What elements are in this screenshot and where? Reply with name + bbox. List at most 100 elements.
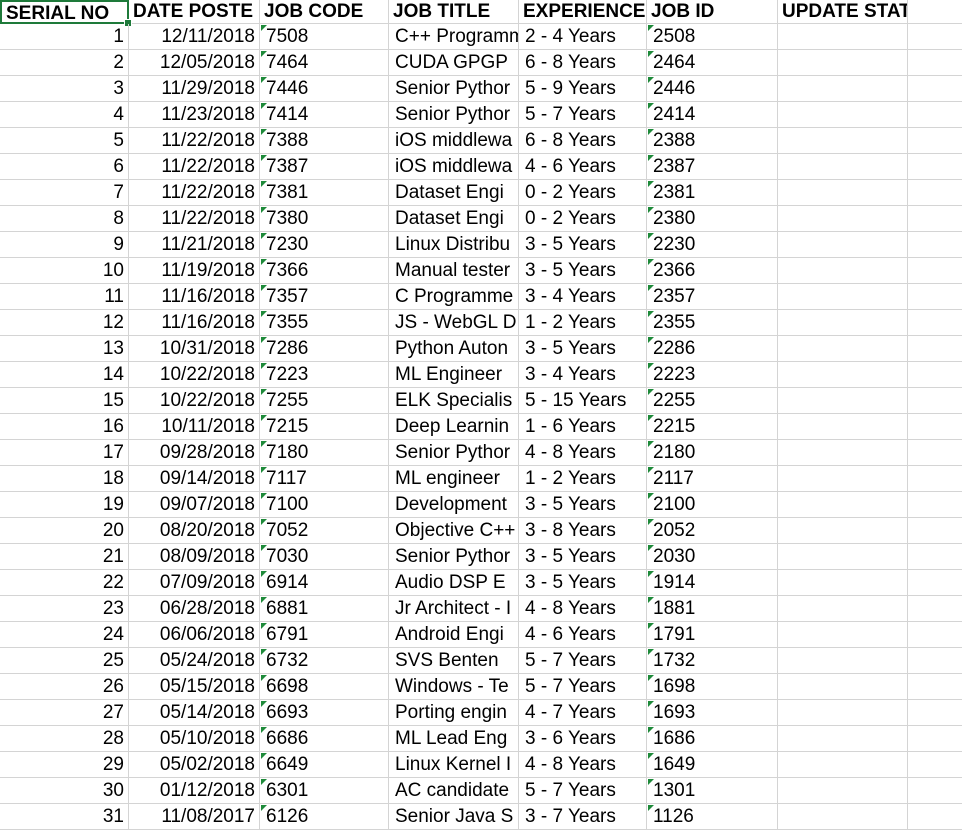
cell-job-code[interactable]: 7355: [260, 310, 389, 336]
cell-serial-no[interactable]: 5: [0, 128, 129, 154]
cell-date-posted[interactable]: 11/19/2018: [129, 258, 260, 284]
cell-job-id[interactable]: 2230: [647, 232, 778, 258]
cell-job-code[interactable]: 7230: [260, 232, 389, 258]
cell-update-status[interactable]: [778, 154, 908, 180]
cell-job-code[interactable]: 7388: [260, 128, 389, 154]
cell-job-code[interactable]: 6686: [260, 726, 389, 752]
cell-job-id[interactable]: 1301: [647, 778, 778, 804]
cell-serial-no[interactable]: 13: [0, 336, 129, 362]
empty-cell[interactable]: [908, 258, 962, 284]
cell-experience[interactable]: 6 - 8 Years: [519, 128, 647, 154]
cell-job-title[interactable]: Senior Java S: [389, 804, 519, 830]
cell-serial-no[interactable]: 2: [0, 50, 129, 76]
empty-cell[interactable]: [908, 622, 962, 648]
empty-cell[interactable]: [908, 232, 962, 258]
cell-job-title[interactable]: Dataset Engi: [389, 180, 519, 206]
cell-serial-no[interactable]: 24: [0, 622, 129, 648]
cell-job-id[interactable]: 2366: [647, 258, 778, 284]
cell-job-title[interactable]: Deep Learnin: [389, 414, 519, 440]
empty-cell[interactable]: [908, 414, 962, 440]
cell-job-code[interactable]: 6881: [260, 596, 389, 622]
cell-job-id[interactable]: 2388: [647, 128, 778, 154]
cell-job-code[interactable]: 6649: [260, 752, 389, 778]
cell-job-title[interactable]: iOS middlewa: [389, 154, 519, 180]
cell-update-status[interactable]: [778, 362, 908, 388]
empty-cell[interactable]: [908, 336, 962, 362]
cell-job-title[interactable]: Senior Pythor: [389, 544, 519, 570]
cell-update-status[interactable]: [778, 778, 908, 804]
cell-serial-no[interactable]: 29: [0, 752, 129, 778]
cell-update-status[interactable]: [778, 76, 908, 102]
cell-update-status[interactable]: [778, 726, 908, 752]
cell-update-status[interactable]: [778, 24, 908, 50]
cell-serial-no[interactable]: 16: [0, 414, 129, 440]
cell-date-posted[interactable]: 08/20/2018: [129, 518, 260, 544]
cell-job-code[interactable]: 7414: [260, 102, 389, 128]
cell-job-title[interactable]: CUDA GPGP: [389, 50, 519, 76]
cell-update-status[interactable]: [778, 752, 908, 778]
cell-update-status[interactable]: [778, 596, 908, 622]
cell-serial-no[interactable]: 10: [0, 258, 129, 284]
cell-date-posted[interactable]: 08/09/2018: [129, 544, 260, 570]
cell-job-title[interactable]: AC candidate: [389, 778, 519, 804]
cell-serial-no[interactable]: 19: [0, 492, 129, 518]
cell-experience[interactable]: 3 - 5 Years: [519, 544, 647, 570]
cell-serial-no[interactable]: 9: [0, 232, 129, 258]
cell-job-title[interactable]: Jr Architect - I: [389, 596, 519, 622]
cell-job-code[interactable]: 7464: [260, 50, 389, 76]
empty-cell[interactable]: [908, 388, 962, 414]
cell-job-title[interactable]: Development: [389, 492, 519, 518]
cell-job-id[interactable]: 2100: [647, 492, 778, 518]
cell-date-posted[interactable]: 06/28/2018: [129, 596, 260, 622]
empty-cell[interactable]: [908, 102, 962, 128]
empty-cell[interactable]: [908, 310, 962, 336]
cell-job-id[interactable]: 2255: [647, 388, 778, 414]
empty-cell[interactable]: [908, 362, 962, 388]
cell-job-code[interactable]: 7380: [260, 206, 389, 232]
cell-date-posted[interactable]: 09/07/2018: [129, 492, 260, 518]
cell-date-posted[interactable]: 11/21/2018: [129, 232, 260, 258]
cell-serial-no[interactable]: 4: [0, 102, 129, 128]
cell-date-posted[interactable]: 10/31/2018: [129, 336, 260, 362]
cell-job-title[interactable]: iOS middlewa: [389, 128, 519, 154]
cell-job-code[interactable]: 6693: [260, 700, 389, 726]
empty-cell[interactable]: [908, 752, 962, 778]
cell-update-status[interactable]: [778, 206, 908, 232]
cell-serial-no[interactable]: 31: [0, 804, 129, 830]
empty-cell[interactable]: [908, 518, 962, 544]
empty-cell[interactable]: [908, 804, 962, 830]
cell-experience[interactable]: 4 - 8 Years: [519, 440, 647, 466]
header-job-code[interactable]: JOB CODE: [260, 0, 389, 24]
cell-update-status[interactable]: [778, 544, 908, 570]
cell-experience[interactable]: 5 - 7 Years: [519, 102, 647, 128]
header-serial-no[interactable]: SERIAL NO: [0, 0, 129, 24]
empty-cell[interactable]: [908, 570, 962, 596]
cell-date-posted[interactable]: 11/22/2018: [129, 180, 260, 206]
cell-job-title[interactable]: Porting engin: [389, 700, 519, 726]
cell-job-title[interactable]: Senior Pythor: [389, 102, 519, 128]
cell-experience[interactable]: 0 - 2 Years: [519, 180, 647, 206]
cell-serial-no[interactable]: 15: [0, 388, 129, 414]
cell-experience[interactable]: 1 - 2 Years: [519, 310, 647, 336]
cell-serial-no[interactable]: 21: [0, 544, 129, 570]
cell-date-posted[interactable]: 09/14/2018: [129, 466, 260, 492]
cell-job-code[interactable]: 7366: [260, 258, 389, 284]
cell-experience[interactable]: 3 - 7 Years: [519, 804, 647, 830]
cell-job-id[interactable]: 2223: [647, 362, 778, 388]
cell-serial-no[interactable]: 12: [0, 310, 129, 336]
cell-experience[interactable]: 5 - 7 Years: [519, 778, 647, 804]
cell-date-posted[interactable]: 12/11/2018: [129, 24, 260, 50]
cell-job-id[interactable]: 1791: [647, 622, 778, 648]
cell-job-id[interactable]: 1732: [647, 648, 778, 674]
cell-update-status[interactable]: [778, 336, 908, 362]
cell-job-title[interactable]: Senior Pythor: [389, 440, 519, 466]
cell-job-id[interactable]: 2381: [647, 180, 778, 206]
cell-job-code[interactable]: 6914: [260, 570, 389, 596]
cell-job-id[interactable]: 1698: [647, 674, 778, 700]
cell-job-title[interactable]: C Programme: [389, 284, 519, 310]
cell-date-posted[interactable]: 11/16/2018: [129, 310, 260, 336]
cell-job-code[interactable]: 6126: [260, 804, 389, 830]
cell-date-posted[interactable]: 10/22/2018: [129, 362, 260, 388]
empty-cell[interactable]: [908, 154, 962, 180]
